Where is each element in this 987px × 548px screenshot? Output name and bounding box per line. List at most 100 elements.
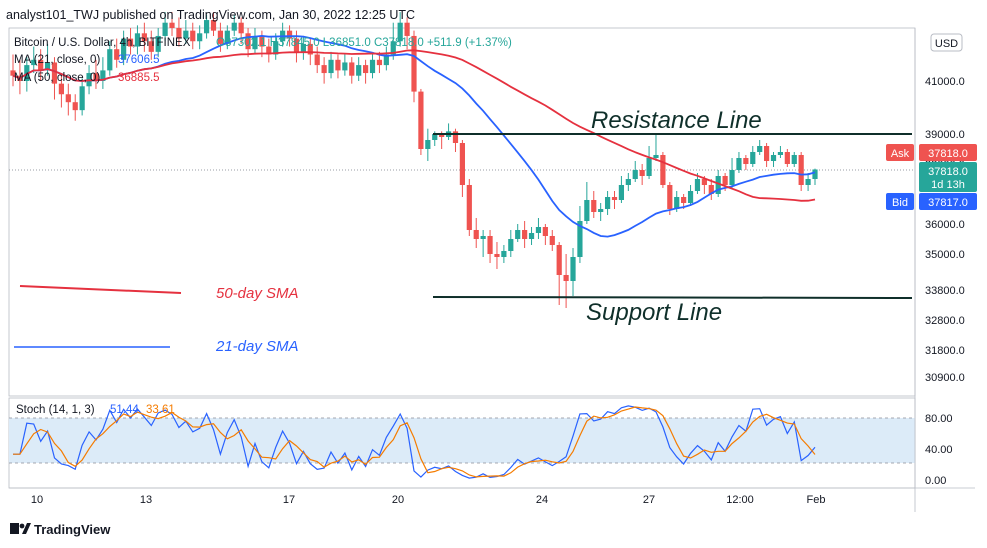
price-tick: 41000.0 [925,76,965,88]
price-tick: 33800.0 [925,285,965,297]
candle-body [114,49,120,60]
legend-ma21-value: 37606.5 [118,54,160,66]
last-price-value: 37818.0 [928,166,968,178]
candle-body [452,131,459,143]
candle-body [667,185,673,209]
candle-body [259,35,265,47]
time-tick: 24 [536,494,548,506]
candle-body [162,22,168,36]
candle-body [653,155,659,158]
bar-countdown: 1d 13h [931,179,965,191]
candle-body [197,33,203,42]
stoch-label[interactable]: Stoch (14, 1, 3) [16,404,95,416]
candle-body [508,239,514,251]
candle-body [480,236,486,239]
candle-body [784,152,790,164]
candle-body [764,146,770,161]
stoch-k-line [13,405,816,479]
candle-body [687,191,694,203]
candle-body [549,236,555,245]
price-tick: 30900.0 [925,372,965,384]
support-label: Support Line [586,299,722,326]
legend-ohlc: O37302.1 H37845.0 L36851.0 C37818.0 +511… [216,37,512,49]
candle-body [473,230,479,239]
currency-box[interactable] [930,33,963,52]
price-tick: 36000.0 [925,219,965,231]
candle-body [812,169,818,179]
candle-body [404,22,410,36]
candle-body [363,65,369,74]
price-axis[interactable]: 41000.039000.038000.036000.035000.033800… [925,76,965,384]
candle-body [701,179,707,185]
ask-tag-label: Ask [891,148,910,160]
logo-mark-bar [10,523,19,534]
candle-body [791,155,797,164]
candle-body [65,94,71,103]
bid-badge [919,193,977,210]
candle-body [570,257,576,281]
candle-body [494,254,500,257]
candles [10,12,818,308]
sma50-sample-line [19,285,182,294]
time-axis[interactable]: 10 13 17 20 24 27 12:00 Feb [31,494,826,506]
candle-body [314,54,320,66]
candle-body [58,83,64,95]
candle-body [611,197,618,200]
candle-body [542,227,548,236]
support-line[interactable] [432,296,913,299]
candle-body [51,62,58,84]
footer-brand[interactable]: TradingView [34,522,111,537]
candle-body [252,35,258,50]
candle-body [293,38,300,52]
candle-body [376,59,383,66]
stoch-d-value: 33.61 [146,404,175,416]
sma50-label: 50-day SMA [216,285,299,302]
legend-ma50-label[interactable]: MA (50, close, 0) [14,72,100,84]
ask-badge [919,144,977,161]
time-tick: 13 [140,494,152,506]
candle-body [681,197,687,203]
candle-body [674,197,680,209]
logo-mark-wedge [22,523,31,534]
candle-body [266,46,272,55]
candle-body [210,20,217,31]
time-tick: 27 [643,494,655,506]
candle-body [798,155,804,185]
candle-body [736,158,742,170]
bid-value: 37817.0 [928,197,968,209]
candle-body [646,158,652,176]
candle-body [625,179,631,185]
time-tick: Feb [807,494,826,506]
ask-value: 37818.0 [928,148,968,160]
candle-body [604,197,611,209]
candle-body [522,230,528,239]
candle-body [757,146,763,152]
candle-body [577,221,583,257]
candle-body [639,170,645,176]
candle-body [383,54,389,66]
candle-body [148,41,154,52]
stoch-axis[interactable]: 80.00 40.00 0.00 [925,413,953,487]
candle-body [418,91,424,149]
legend-ma21-label[interactable]: MA (21, close, 0) [14,54,100,66]
candle-body [432,134,438,140]
stoch-band [9,418,915,463]
candle-body [335,59,341,71]
bid-tag-label: Bid [892,197,908,209]
candle-body [217,30,224,44]
candle-body [121,38,127,60]
candle-body [722,176,728,185]
tradingview-logo[interactable] [10,523,31,534]
candle-body [632,170,638,179]
time-tick: 20 [392,494,404,506]
candle-body [231,22,237,31]
candle-body [141,33,147,42]
candle-body [466,185,472,230]
candle-body [342,62,348,71]
candle-body [328,59,334,74]
ma50-line [12,49,816,202]
legend-symbol[interactable]: Bitcoin / U.S. Dollar, 4h, BITFINEX [14,37,191,49]
candle-body [487,236,493,254]
candle-body [660,155,666,185]
